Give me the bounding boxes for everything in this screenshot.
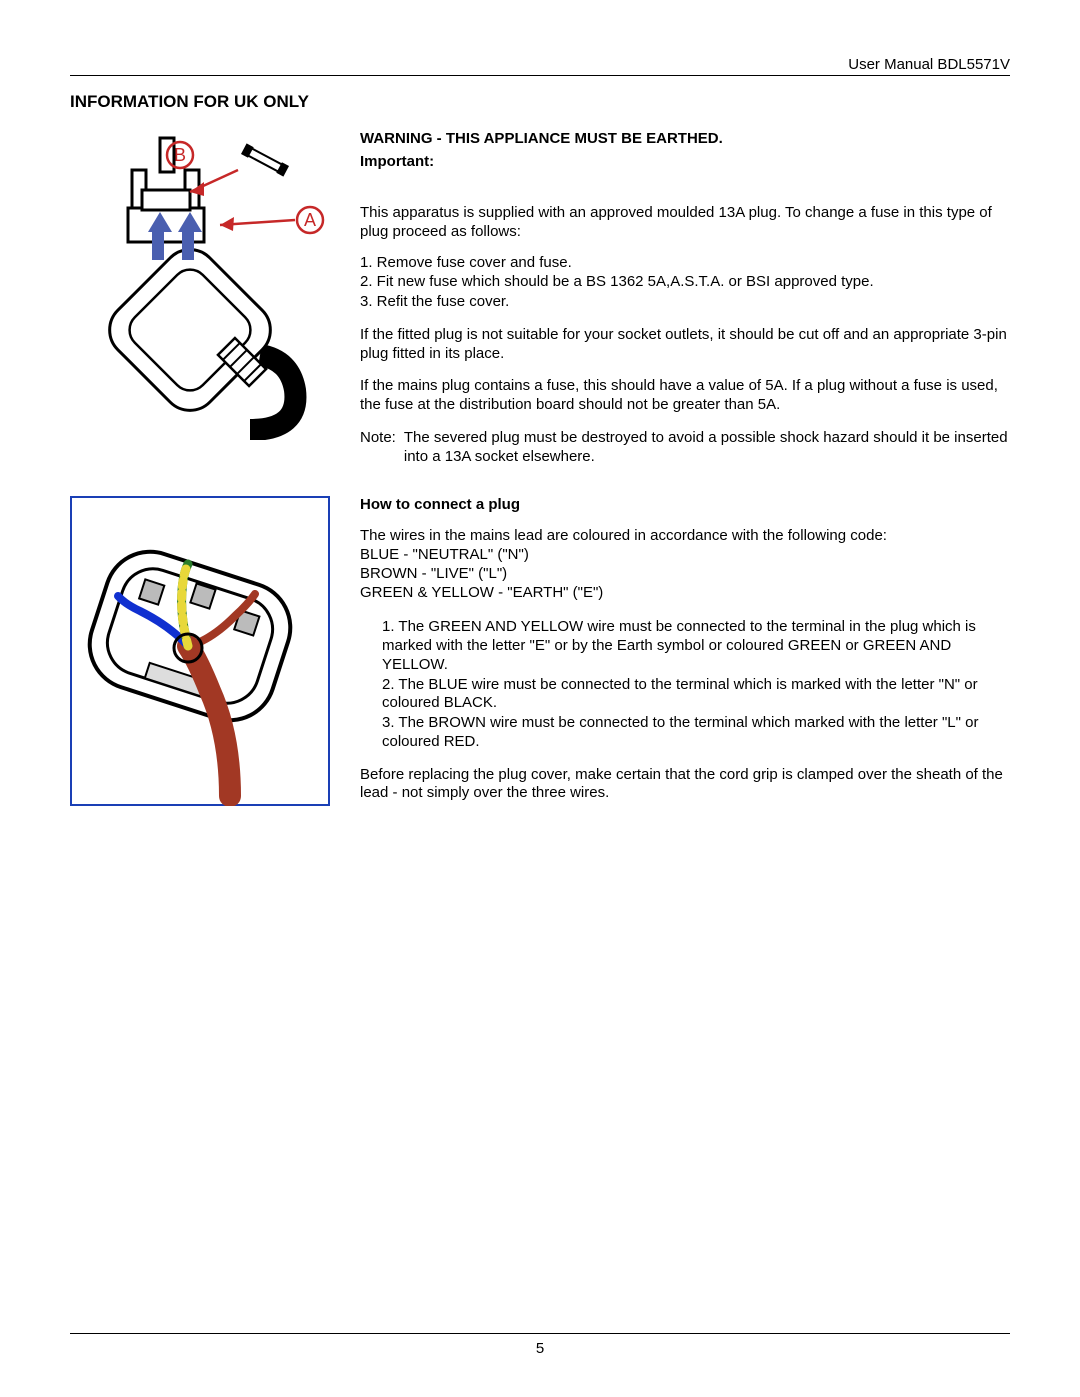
step-item: 3. The BROWN wire must be connected to t… bbox=[382, 714, 1010, 752]
paragraph: If the fitted plug is not suitable for y… bbox=[360, 326, 1010, 364]
step-item: 3. Refit the fuse cover. bbox=[360, 293, 1010, 312]
wire-code-line: BROWN - "LIVE" ("L") bbox=[360, 565, 1010, 584]
warning-heading: WARNING - THIS APPLIANCE MUST BE EARTHED… bbox=[360, 130, 1010, 147]
plug-wiring-diagram bbox=[70, 496, 330, 806]
paragraph: If the mains plug contains a fuse, this … bbox=[360, 377, 1010, 415]
step-item: 1. The GREEN AND YELLOW wire must be con… bbox=[382, 618, 1010, 674]
diagram-label-a: A bbox=[304, 210, 316, 230]
wire-code-intro: The wires in the mains lead are coloured… bbox=[360, 527, 1010, 546]
important-label: Important: bbox=[360, 153, 1010, 170]
diagram-label-b: B bbox=[174, 145, 186, 165]
section-fuse: B A WARNING - THIS APPLIANCE MUST BE EAR… bbox=[70, 130, 1010, 466]
page-footer: 5 bbox=[70, 1333, 1010, 1357]
intro-paragraph: This apparatus is supplied with an appro… bbox=[360, 204, 1010, 242]
page-title: INFORMATION FOR UK ONLY bbox=[70, 92, 1010, 112]
connect-heading: How to connect a plug bbox=[360, 496, 1010, 513]
header-manual-label: User Manual BDL5571V bbox=[70, 56, 1010, 76]
page-number: 5 bbox=[70, 1333, 1010, 1357]
step-item: 1. Remove fuse cover and fuse. bbox=[360, 254, 1010, 273]
note-label: Note: bbox=[360, 429, 396, 467]
wire-code-line: GREEN & YELLOW - "EARTH" ("E") bbox=[360, 584, 1010, 603]
fuse-steps-list: 1. Remove fuse cover and fuse. 2. Fit ne… bbox=[360, 254, 1010, 312]
wiring-steps-list: 1. The GREEN AND YELLOW wire must be con… bbox=[382, 618, 1010, 751]
wire-code-line: BLUE - "NEUTRAL" ("N") bbox=[360, 546, 1010, 565]
plug-fuse-diagram: B A bbox=[70, 130, 330, 440]
closing-paragraph: Before replacing the plug cover, make ce… bbox=[360, 766, 1010, 804]
note-block: Note: The severed plug must be destroyed… bbox=[360, 429, 1010, 467]
section-wiring: How to connect a plug The wires in the m… bbox=[70, 496, 1010, 806]
step-item: 2. Fit new fuse which should be a BS 136… bbox=[360, 273, 1010, 292]
step-item: 2. The BLUE wire must be connected to th… bbox=[382, 676, 1010, 714]
note-body: The severed plug must be destroyed to av… bbox=[404, 429, 1010, 467]
